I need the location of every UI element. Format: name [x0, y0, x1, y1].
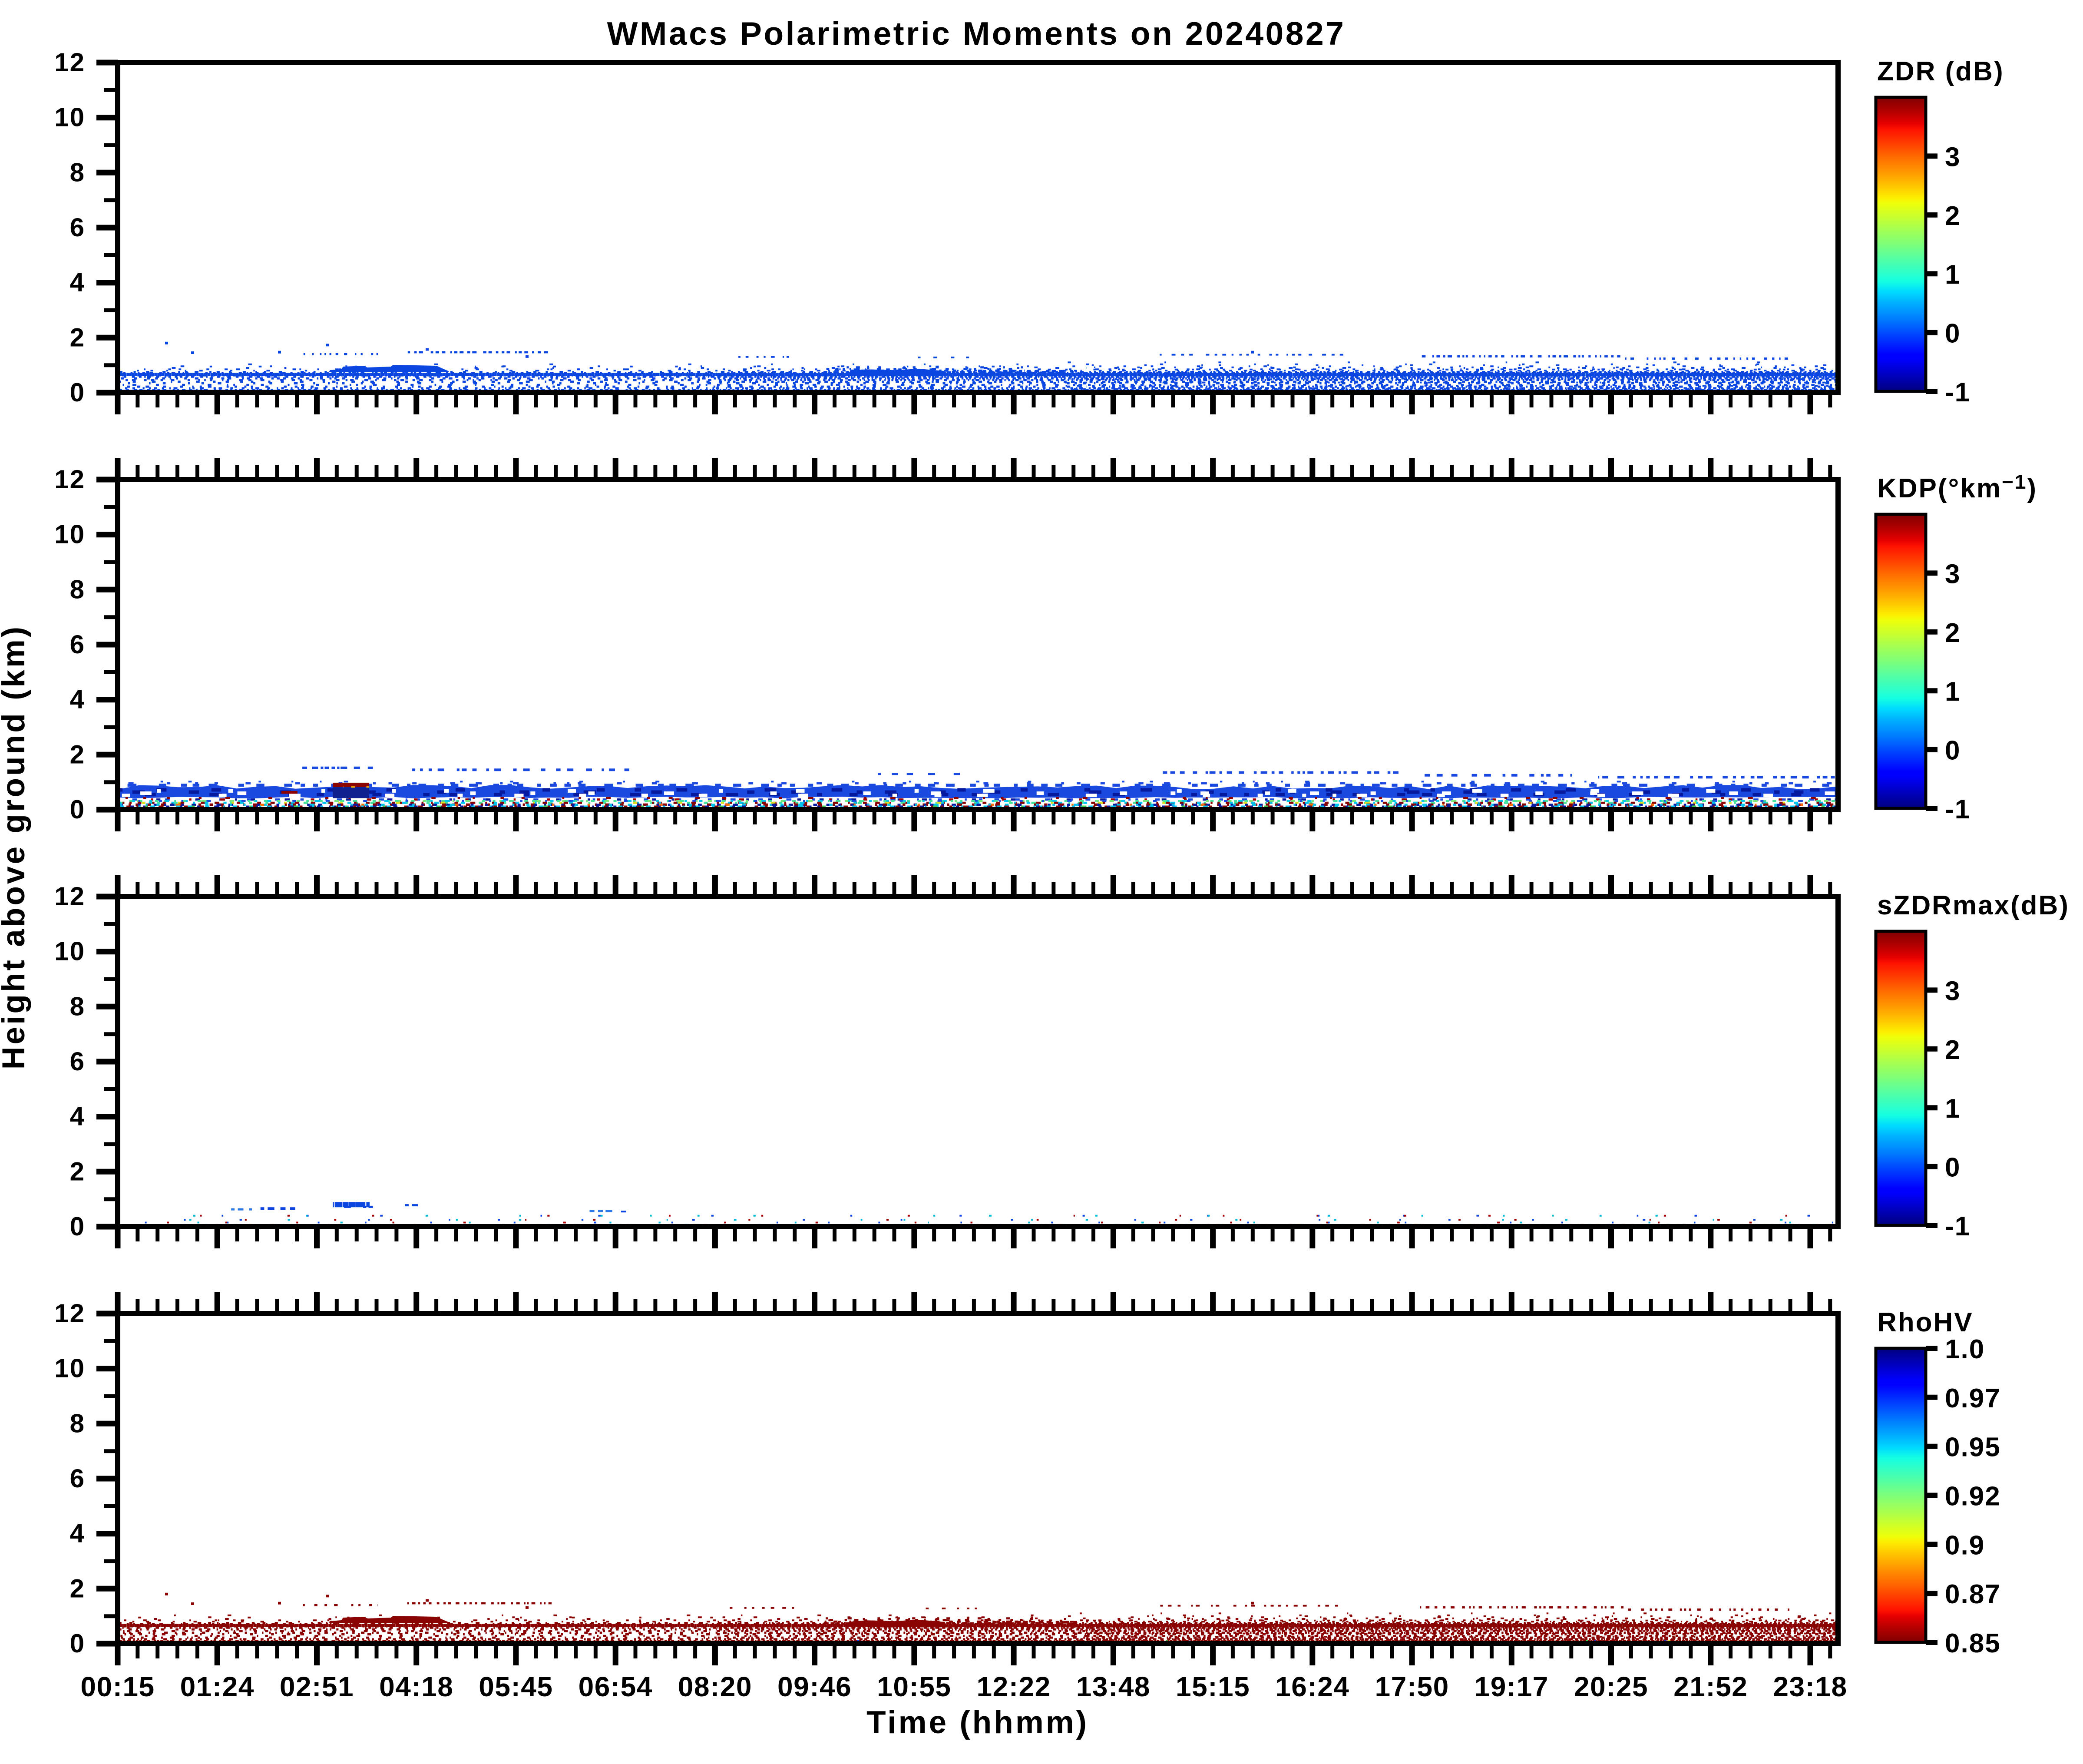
svg-text:0: 0 — [70, 795, 85, 824]
svg-text:01:24: 01:24 — [180, 1671, 255, 1702]
svg-text:23:18: 23:18 — [1773, 1671, 1847, 1702]
svg-text:sZDRmax(dB): sZDRmax(dB) — [1877, 890, 2070, 920]
svg-text:0.85: 0.85 — [1945, 1628, 2001, 1658]
svg-text:0: 0 — [1945, 736, 1961, 766]
svg-text:8: 8 — [70, 1409, 85, 1438]
svg-text:12: 12 — [54, 48, 85, 77]
svg-text:2: 2 — [1945, 1035, 1961, 1065]
svg-text:2: 2 — [70, 1574, 85, 1603]
svg-text:2: 2 — [70, 323, 85, 352]
svg-text:2: 2 — [1945, 201, 1961, 231]
svg-text:4: 4 — [70, 1102, 85, 1131]
svg-text:4: 4 — [70, 268, 85, 297]
svg-text:10: 10 — [54, 520, 85, 549]
svg-text:2: 2 — [1945, 618, 1961, 648]
svg-text:12: 12 — [54, 882, 85, 911]
svg-text:00:15: 00:15 — [80, 1671, 155, 1702]
svg-text:0: 0 — [70, 1212, 85, 1241]
svg-text:20:25: 20:25 — [1574, 1671, 1648, 1702]
svg-text:1: 1 — [1945, 1094, 1961, 1124]
svg-text:3: 3 — [1945, 142, 1961, 172]
svg-text:1: 1 — [1945, 260, 1961, 290]
svg-text:Height above ground (km): Height above ground (km) — [0, 625, 31, 1069]
svg-text:0: 0 — [1945, 1153, 1961, 1183]
svg-text:06:54: 06:54 — [579, 1671, 653, 1702]
svg-text:21:52: 21:52 — [1673, 1671, 1748, 1702]
svg-text:-1: -1 — [1945, 377, 1971, 407]
svg-text:4: 4 — [70, 685, 85, 714]
svg-text:10: 10 — [54, 937, 85, 966]
svg-text:17:50: 17:50 — [1375, 1671, 1449, 1702]
svg-text:0.92: 0.92 — [1945, 1482, 2001, 1512]
svg-text:08:20: 08:20 — [678, 1671, 752, 1702]
svg-text:0.95: 0.95 — [1945, 1433, 2001, 1463]
svg-text:2: 2 — [70, 1157, 85, 1186]
svg-text:10: 10 — [54, 103, 85, 132]
svg-text:8: 8 — [70, 158, 85, 187]
svg-text:02:51: 02:51 — [280, 1671, 354, 1702]
svg-text:ZDR (dB): ZDR (dB) — [1877, 56, 2004, 86]
svg-text:0: 0 — [1945, 319, 1961, 349]
svg-text:10: 10 — [54, 1354, 85, 1383]
svg-text:3: 3 — [1945, 976, 1961, 1006]
svg-text:10:55: 10:55 — [877, 1671, 951, 1702]
svg-text:0.97: 0.97 — [1945, 1383, 2001, 1413]
svg-text:6: 6 — [70, 1047, 85, 1076]
svg-text:8: 8 — [70, 992, 85, 1021]
svg-text:RhoHV: RhoHV — [1877, 1307, 1974, 1337]
svg-text:0.87: 0.87 — [1945, 1579, 2001, 1609]
svg-text:04:18: 04:18 — [379, 1671, 453, 1702]
svg-text:4: 4 — [70, 1519, 85, 1548]
svg-text:6: 6 — [70, 630, 85, 659]
svg-text:12: 12 — [54, 465, 85, 494]
svg-text:WMacs Polarimetric Moments on: WMacs Polarimetric Moments on 20240827 — [607, 15, 1346, 52]
svg-text:13:48: 13:48 — [1076, 1671, 1151, 1702]
svg-text:19:17: 19:17 — [1475, 1671, 1549, 1702]
svg-text:0: 0 — [70, 1629, 85, 1658]
svg-text:8: 8 — [70, 575, 85, 604]
svg-text:Time (hhmm): Time (hhmm) — [866, 1705, 1089, 1740]
svg-text:2: 2 — [70, 740, 85, 769]
svg-text:15:15: 15:15 — [1176, 1671, 1250, 1702]
svg-text:09:46: 09:46 — [777, 1671, 852, 1702]
svg-text:-1: -1 — [1945, 1211, 1971, 1241]
svg-text:0.9: 0.9 — [1945, 1530, 1985, 1560]
svg-text:05:45: 05:45 — [479, 1671, 553, 1702]
svg-text:16:24: 16:24 — [1275, 1671, 1349, 1702]
svg-text:12:22: 12:22 — [977, 1671, 1051, 1702]
svg-text:1.0: 1.0 — [1945, 1334, 1985, 1364]
svg-text:0: 0 — [70, 378, 85, 407]
svg-text:6: 6 — [70, 213, 85, 242]
svg-text:6: 6 — [70, 1464, 85, 1493]
svg-text:3: 3 — [1945, 559, 1961, 589]
svg-text:12: 12 — [54, 1299, 85, 1328]
svg-text:-1: -1 — [1945, 794, 1971, 824]
svg-text:1: 1 — [1945, 677, 1961, 707]
